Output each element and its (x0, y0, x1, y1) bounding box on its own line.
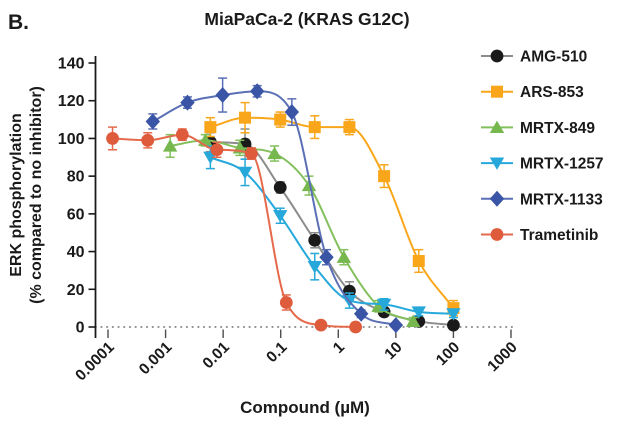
legend-item-mrtx-1133: MRTX-1133 (481, 190, 603, 208)
data-point (307, 261, 322, 274)
x-tick-label: 0.001 (136, 339, 176, 379)
data-point (336, 250, 352, 263)
circle-icon (490, 228, 504, 241)
data-point (284, 104, 300, 121)
y-tick-label: 0 (76, 320, 85, 337)
data-point (349, 320, 363, 334)
y-axis-label-line2: (% compared to no inhibitor) (28, 86, 45, 304)
fit-curve (169, 139, 415, 323)
panel-label: B. (8, 11, 29, 34)
y-tick-label: 140 (58, 56, 85, 73)
data-point (162, 139, 178, 152)
legend-item-mrtx-849: MRTX-849 (481, 120, 595, 137)
data-point (180, 94, 195, 111)
y-tick-label: 100 (58, 131, 85, 148)
data-point (141, 133, 155, 147)
x-tick-label: 0.0001 (72, 339, 118, 385)
x-tick-label: 1 (330, 339, 348, 357)
legend: AMG-510 ARS-853 MRTX-849 MRTX-1257 MRTX-1133… (481, 49, 604, 244)
data-point (237, 166, 253, 180)
square-icon (491, 85, 503, 98)
x-tick-label: 10 (381, 339, 405, 363)
y-axis-label-line1: ERK phosphorylation (8, 113, 25, 277)
legend-item-ars-853: ARS-853 (481, 84, 584, 101)
plot-area: 0 20 40 60 80 100 120 140 0.0001 0.001 0.01 0.1 1 10 1… (58, 56, 521, 385)
legend-label: AMG-510 (520, 49, 587, 66)
series-trametinib (106, 126, 363, 334)
data-point (308, 233, 322, 247)
triangle-up-icon (489, 120, 505, 133)
data-point (273, 210, 288, 223)
data-point (239, 111, 252, 124)
data-point (388, 317, 404, 334)
data-point (145, 113, 160, 130)
data-point (274, 113, 287, 126)
data-point (447, 318, 460, 332)
legend-label: MRTX-849 (520, 120, 595, 137)
y-tick-label: 20 (67, 282, 85, 299)
data-point (319, 249, 334, 266)
legend-label: MRTX-1133 (520, 191, 603, 208)
triangle-down-icon (489, 157, 505, 170)
fit-curve (111, 133, 357, 328)
series-ars-853 (204, 101, 460, 317)
data-point (446, 308, 461, 321)
legend-label: ARS-853 (520, 84, 584, 101)
data-point (245, 147, 258, 160)
data-point (267, 146, 282, 160)
series-mrtx-849 (162, 133, 421, 327)
data-point (106, 132, 119, 145)
data-point (308, 121, 321, 134)
legend-label: Trametinib (520, 227, 598, 244)
data-point (378, 170, 391, 183)
x-tick-label: 0.01 (200, 339, 234, 373)
data-point (279, 296, 293, 309)
y-tick-label: 60 (67, 206, 85, 223)
legend-label: MRTX-1257 (520, 156, 604, 173)
data-point (175, 128, 189, 142)
x-tick-label: 100 (433, 339, 463, 369)
y-tick-label: 40 (67, 244, 85, 261)
diamond-icon (489, 190, 505, 207)
y-tick-label: 80 (67, 169, 85, 186)
data-point (301, 178, 317, 192)
fit-curve (151, 90, 397, 327)
data-point (376, 298, 392, 312)
data-point (314, 318, 328, 332)
data-point (204, 121, 217, 134)
data-point (215, 87, 230, 104)
legend-item-mrtx-1257: MRTX-1257 (481, 156, 604, 173)
x-tick-label: 1000 (484, 339, 520, 375)
y-tick-label: 120 (58, 93, 85, 110)
data-point (273, 181, 287, 194)
series-mrtx-1133 (145, 77, 404, 334)
data-point (353, 305, 369, 322)
data-point (411, 306, 426, 319)
legend-item-amg-510: AMG-510 (481, 49, 587, 66)
fit-curve (209, 156, 455, 315)
chart-title: MiaPaCa-2 (KRAS G12C) (204, 9, 409, 29)
data-point (249, 83, 265, 100)
legend-item-trametinib: Trametinib (481, 227, 598, 244)
circle-icon (490, 49, 504, 63)
x-tick-label: 0.1 (263, 339, 291, 367)
data-point (343, 284, 356, 298)
data-point (371, 299, 386, 312)
x-axis-label: Compound (µM) (240, 398, 370, 417)
data-point (210, 143, 224, 157)
data-point (405, 314, 421, 327)
data-point (412, 255, 425, 267)
data-point (343, 121, 356, 134)
